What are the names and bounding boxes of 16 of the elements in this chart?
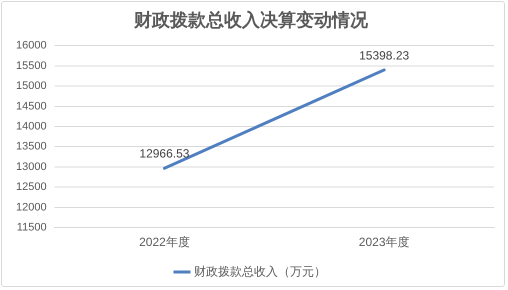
data-label: 12966.53 — [139, 146, 190, 161]
y-tick-label: 12500 — [16, 181, 47, 194]
y-tick-label: 12000 — [16, 201, 47, 214]
chart-title: 财政拨款总收入决算变动情况 — [133, 10, 369, 30]
y-tick-label: 16000 — [16, 40, 47, 52]
y-tick-label: 15500 — [16, 60, 47, 72]
y-tick-label: 15000 — [16, 80, 47, 92]
y-tick-label: 13500 — [16, 140, 47, 153]
y-tick-label: 13000 — [16, 160, 47, 173]
legend-label: 财政拨款总收入（万元） — [194, 264, 326, 278]
y-tick-label: 14500 — [16, 100, 47, 112]
y-tick-label: 11500 — [16, 222, 47, 234]
y-tick-label: 14000 — [16, 120, 47, 133]
data-label: 15398.23 — [359, 48, 410, 62]
x-tick-label: 2022年度 — [139, 235, 190, 250]
x-tick-label: 2023年度 — [358, 235, 410, 250]
